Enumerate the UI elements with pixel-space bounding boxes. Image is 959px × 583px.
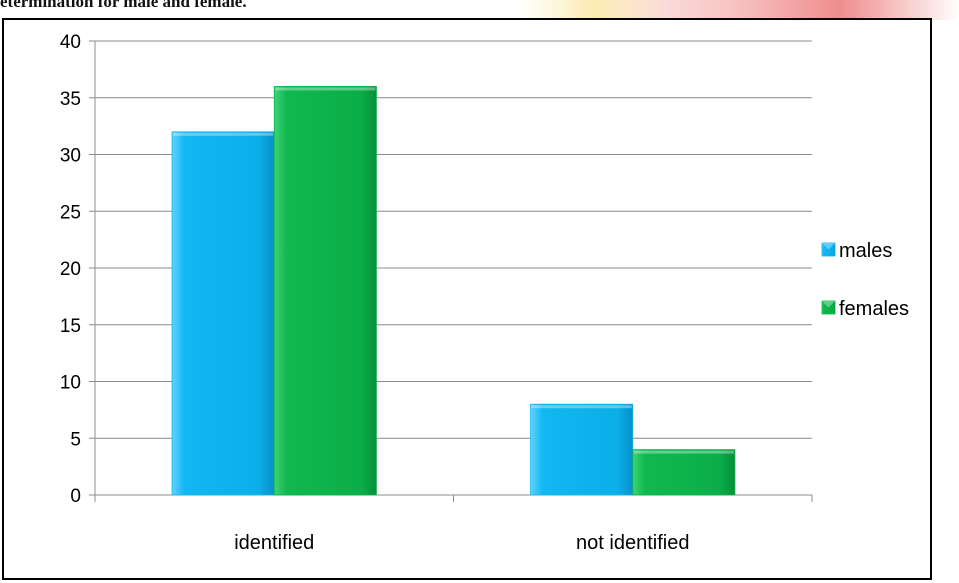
y-tick-label: 35 (60, 89, 81, 110)
figure-caption: etermination for male and female. (0, 0, 247, 11)
chart-frame: 0 5 10 15 20 25 30 35 40 identified not identifie… (2, 18, 932, 580)
bar-chart: 0 5 10 15 20 25 30 35 40 identified not identifie… (60, 32, 909, 554)
bar-bevel (275, 87, 376, 91)
y-tick-labels: 0 5 10 15 20 25 30 35 40 (60, 32, 81, 507)
bar-males-not-identified (530, 403, 634, 496)
bar-bevel (633, 450, 734, 454)
legend: males females (821, 240, 909, 320)
y-tick-label: 40 (60, 32, 81, 53)
bar-males-identified (171, 131, 275, 496)
bar-females-not-identified (632, 449, 736, 496)
y-tick-label: 20 (60, 259, 81, 280)
legend-swatch-females (821, 300, 836, 315)
x-category-label: not identified (576, 532, 689, 554)
bar-females-identified (273, 86, 377, 496)
y-tick-label: 30 (60, 146, 81, 167)
y-tick-label: 15 (60, 316, 81, 337)
bar-bevel (531, 405, 632, 409)
legend-label-males: males (839, 240, 892, 262)
legend-swatch-bevel (822, 301, 835, 308)
y-tick-label: 0 (70, 486, 81, 507)
y-tick-label: 10 (60, 373, 81, 394)
x-category-label: identified (234, 532, 314, 554)
bars (171, 86, 736, 496)
y-tick-label: 5 (70, 429, 81, 450)
gridlines (95, 40, 812, 439)
watermark-highlight (520, 0, 670, 20)
legend-label-females: females (839, 298, 909, 320)
y-tick-label: 25 (60, 202, 81, 223)
legend-swatch-males (821, 242, 836, 257)
legend-swatch-bevel (822, 243, 835, 250)
x-category-labels: identified not identified (234, 532, 689, 554)
bar-bevel (173, 132, 274, 136)
